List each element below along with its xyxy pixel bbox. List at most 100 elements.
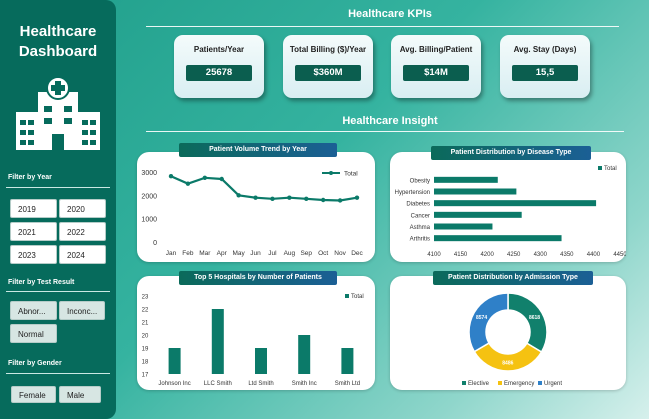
gender-male-button[interactable]: Male xyxy=(59,386,101,403)
legend-label: Elective xyxy=(468,381,490,387)
year-2021-button[interactable]: 2021 xyxy=(10,222,57,241)
data-point xyxy=(219,176,224,182)
kpi-value: $14M xyxy=(403,65,469,81)
year-2019-button[interactable]: 2019 xyxy=(10,199,57,218)
hospitals-chart-title: Top 5 Hospitals by Number of Patients xyxy=(179,271,337,285)
disease-chart-panel: Obesity Hypertension Diabetes Cancer Asthma A… xyxy=(390,152,627,262)
kpi-label: Avg. Stay (Days) xyxy=(513,45,577,54)
kpi-card-avg-billing: Avg. Billing/Patient $14M xyxy=(391,35,481,98)
y-tick-label: 3000 xyxy=(141,170,157,177)
x-tick-label: 4200 xyxy=(480,252,494,258)
divider xyxy=(6,373,110,374)
x-tick-label: 4300 xyxy=(534,252,548,258)
legend-label: Urgent xyxy=(544,381,562,387)
x-tick-label: Nov xyxy=(334,250,346,257)
category-label: Diabetes xyxy=(406,202,430,208)
legend-swatch xyxy=(498,381,502,385)
x-tick-label: 4150 xyxy=(454,252,468,258)
year-2024-button[interactable]: 2024 xyxy=(59,245,106,264)
category-label: Cancer xyxy=(411,213,430,219)
year-2020-button[interactable]: 2020 xyxy=(59,199,106,218)
data-point xyxy=(354,195,360,200)
data-point xyxy=(236,193,241,198)
data-point xyxy=(304,196,309,202)
legend-label: Total xyxy=(344,171,358,178)
hospital-icon xyxy=(16,76,100,150)
bar xyxy=(434,200,597,207)
data-point xyxy=(287,195,292,200)
trend-chart: 0 1000 2000 3000 Jan Feb Mar Apr May Jun Jul Aug Sep… xyxy=(141,170,363,257)
doughnut-slice xyxy=(468,292,509,353)
x-tick-label: Feb xyxy=(182,250,194,257)
kpi-label: Total Billing ($)/Year xyxy=(289,45,367,54)
data-point xyxy=(337,198,343,203)
category-label: Obesity xyxy=(410,178,430,184)
data-point xyxy=(168,174,174,179)
x-tick-label: Apr xyxy=(217,250,228,257)
y-tick-label: 23 xyxy=(142,295,149,301)
x-tick-label: Dec xyxy=(351,250,363,257)
y-tick-label: 17 xyxy=(142,373,149,379)
x-tick-label: Jan xyxy=(166,250,177,257)
x-tick-label: May xyxy=(232,250,245,257)
admission-chart-panel: 8618 8486 8574 Elective Emergency Urgent xyxy=(390,276,626,390)
kpi-card-billing: Total Billing ($)/Year $360M xyxy=(283,35,373,98)
category-label: LLC Smith xyxy=(204,381,232,387)
x-tick-label: 4400 xyxy=(587,252,601,258)
category-label: Asthma xyxy=(410,225,431,231)
year-2022-button[interactable]: 2022 xyxy=(59,222,106,241)
x-tick-label: Jul xyxy=(268,250,277,257)
data-point xyxy=(270,196,275,202)
data-point xyxy=(202,175,208,181)
x-tick-label: Oct xyxy=(318,250,328,257)
data-point xyxy=(253,195,258,200)
y-tick-label: 21 xyxy=(142,321,149,327)
hospitals-chart-panel: 17 18 19 20 21 22 23 Johnson Inc LLC Smith Ltd Sm… xyxy=(137,276,375,390)
data-point xyxy=(320,197,326,203)
x-tick-label: 4450 xyxy=(613,252,626,258)
slice-label: 8618 xyxy=(529,315,540,321)
legend-swatch xyxy=(598,166,602,170)
x-tick-label: Sep xyxy=(300,250,312,257)
year-2023-button[interactable]: 2023 xyxy=(10,245,57,264)
kpi-value: 25678 xyxy=(186,65,252,81)
trend-chart-panel: 0 1000 2000 3000 Jan Feb Mar Apr May Jun Jul Aug Sep… xyxy=(137,152,375,262)
divider xyxy=(6,187,110,188)
bar xyxy=(434,188,517,195)
legend-marker xyxy=(329,171,333,175)
legend-label: Total xyxy=(351,294,364,300)
legend-swatch xyxy=(345,294,349,298)
year-filter-label: Filter by Year xyxy=(8,174,52,181)
x-tick-label: 4250 xyxy=(507,252,521,258)
x-tick-label: 4350 xyxy=(560,252,574,258)
x-tick-label: 4100 xyxy=(427,252,441,258)
test-normal-button[interactable]: Normal xyxy=(10,324,57,343)
admission-chart-title: Patient Distribution by Admission Type xyxy=(433,271,593,285)
category-label: Smith Inc xyxy=(292,381,317,387)
dashboard-title: Healthcare Dashboard xyxy=(18,23,98,60)
x-tick-label: Aug xyxy=(284,250,296,257)
test-abnormal-button[interactable]: Abnor... xyxy=(10,301,57,320)
gender-filter-label: Filter by Gender xyxy=(8,360,62,367)
bar xyxy=(168,348,181,374)
category-label: Smith Ltd xyxy=(335,381,360,387)
bar xyxy=(434,235,562,242)
series-line xyxy=(170,175,358,202)
insight-section-title: Healthcare Insight xyxy=(342,115,438,127)
kpi-value: 15,5 xyxy=(512,65,578,81)
y-tick-label: 2000 xyxy=(141,193,157,200)
sidebar: Healthcare Dashboard Filter by Year 2019… xyxy=(0,0,116,419)
bar xyxy=(434,223,493,230)
x-tick-label: Jun xyxy=(250,250,261,257)
admission-chart: 8618 8486 8574 Elective Emergency Urgent xyxy=(462,292,562,387)
category-label: Hypertension xyxy=(395,190,430,196)
gender-female-button[interactable]: Female xyxy=(11,386,56,403)
test-inconclusive-button[interactable]: Inconc... xyxy=(59,301,105,320)
kpi-value: $360M xyxy=(295,65,361,81)
bar xyxy=(211,309,224,374)
legend-swatch xyxy=(462,381,466,385)
data-point xyxy=(185,181,191,186)
legend-swatch xyxy=(538,381,542,385)
y-tick-label: 0 xyxy=(153,240,157,247)
bar xyxy=(341,348,354,374)
